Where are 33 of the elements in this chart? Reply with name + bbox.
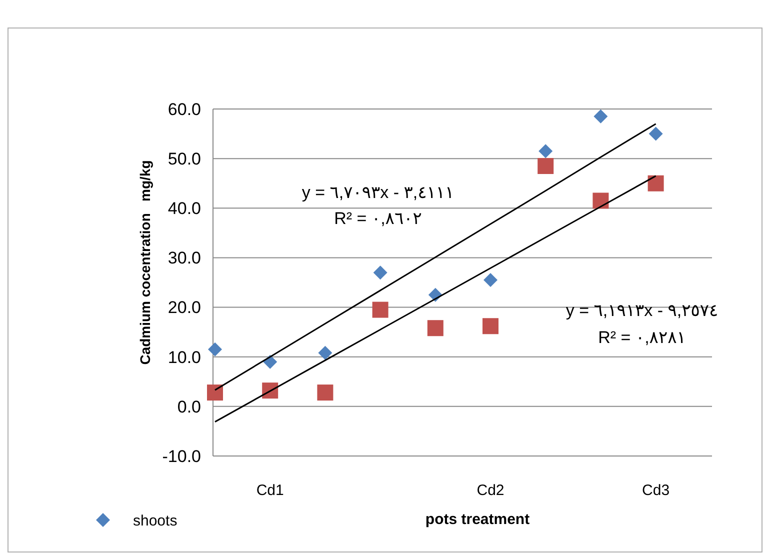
legend-label: shoots [133,512,178,530]
point [372,302,388,318]
x-tick-label: Cd3 [642,482,670,499]
y-tick-label: 30.0 [168,248,201,268]
point [484,273,498,288]
point [207,384,223,401]
x-tick-label: Cd1 [256,482,284,499]
point [592,192,609,209]
annotation: y = ٦,١٩١٣x - ٩,٢٥٧٤ [566,301,718,320]
y-tick-label: 10.0 [168,348,201,367]
y-tick-label: 0.0 [177,397,201,416]
point [427,320,444,336]
point [373,266,388,280]
annotation: y = ٦,٧٠٩٣x - ٣,٤١١١ [302,183,454,202]
point [538,158,554,174]
point [208,342,222,356]
y-tick-label: 40.0 [168,199,201,218]
annotation: R² = ٠,٨٢٨١ [598,328,686,347]
x-axis-title: pots treatment [425,511,530,528]
y-tick-label: 60.0 [168,100,201,119]
y-axis-title: Cadmium cocentration mg/kg [137,160,153,365]
point [648,175,664,192]
point [318,346,332,360]
point [538,144,553,158]
point [317,384,334,401]
y-tick-label: 50.0 [168,150,201,169]
y-tick-label: -10.0 [162,446,201,466]
y-tick-label: 20.0 [168,298,201,318]
annotation: R² = ٠,٨٦٠٢ [334,209,422,228]
point [594,109,608,124]
point [482,318,498,334]
x-tick-label: Cd2 [476,482,504,499]
point [648,126,663,141]
